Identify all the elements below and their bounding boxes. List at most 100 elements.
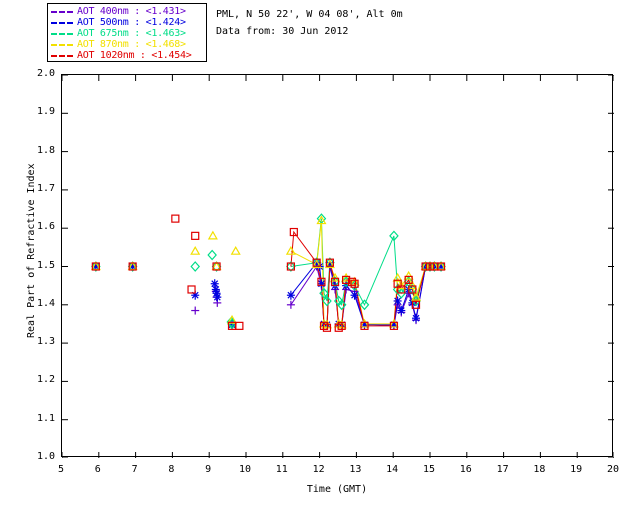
y-tick-label: 1.0 bbox=[36, 451, 55, 462]
data-point-marker bbox=[392, 272, 403, 282]
data-point-marker bbox=[330, 277, 340, 286]
legend-dash-icon bbox=[51, 43, 73, 46]
data-point-marker bbox=[408, 285, 417, 294]
x-tick-label: 16 bbox=[459, 464, 472, 475]
legend-dash-icon bbox=[51, 21, 73, 24]
x-tick-label: 18 bbox=[533, 464, 546, 475]
data-point-marker bbox=[330, 276, 340, 288]
data-point-marker bbox=[396, 280, 407, 290]
y-tick-label: 1.3 bbox=[36, 336, 55, 348]
data-point-marker bbox=[404, 275, 413, 285]
data-point-marker bbox=[213, 292, 222, 302]
data-point-marker bbox=[411, 295, 421, 307]
data-point-marker bbox=[336, 299, 347, 311]
legend-dash-icon bbox=[51, 32, 73, 35]
data-point-marker bbox=[191, 306, 200, 315]
x-tick-label: 7 bbox=[131, 464, 138, 475]
y-tick-label: 1.5 bbox=[36, 259, 55, 271]
data-point-marker bbox=[436, 262, 446, 271]
legend-entry: AOT 500nm : <1.424> bbox=[51, 17, 206, 28]
x-tick-label: 15 bbox=[422, 464, 436, 475]
data-point-marker bbox=[411, 300, 421, 309]
data-point-marker bbox=[388, 318, 399, 328]
data-point-marker bbox=[289, 227, 298, 237]
data-point-marker bbox=[286, 290, 295, 300]
data-point-marker bbox=[359, 318, 370, 328]
y-tick-label: 1.1 bbox=[36, 412, 55, 424]
legend-dash-icon bbox=[51, 10, 73, 13]
data-point-marker bbox=[210, 279, 219, 289]
y-tick-label: 1.6 bbox=[36, 221, 55, 233]
data-point-marker bbox=[286, 300, 295, 309]
data-point-marker bbox=[190, 245, 201, 255]
data-point-marker bbox=[319, 287, 329, 299]
series-markers bbox=[91, 214, 446, 332]
data-point-marker bbox=[349, 280, 360, 292]
data-point-marker bbox=[322, 323, 332, 332]
y-tick-label: 1.7 bbox=[36, 182, 55, 194]
legend-entry: AOT 400nm : <1.431> bbox=[51, 6, 206, 17]
data-point-marker bbox=[341, 272, 352, 282]
legend-dash-icon bbox=[51, 54, 73, 57]
series-markers bbox=[91, 262, 446, 330]
x-tick-label: 5 bbox=[57, 464, 65, 475]
data-point-marker bbox=[127, 261, 138, 272]
axis-ticks bbox=[62, 75, 614, 458]
data-point-marker bbox=[187, 285, 196, 294]
data-point-marker bbox=[207, 249, 217, 261]
x-tick-label: 8 bbox=[168, 464, 175, 475]
legend-label: AOT 870nm : <1.468> bbox=[77, 39, 186, 50]
x-tick-label: 14 bbox=[386, 464, 399, 475]
data-point-marker bbox=[341, 275, 351, 285]
data-point-marker bbox=[389, 321, 399, 330]
x-tick-label: 13 bbox=[349, 464, 362, 475]
x-tick-label: 11 bbox=[275, 464, 288, 475]
data-point-marker bbox=[359, 299, 370, 311]
legend-label: AOT 400nm : <1.431> bbox=[77, 6, 186, 17]
data-point-marker bbox=[412, 313, 421, 323]
data-point-marker bbox=[317, 277, 326, 286]
data-point-marker bbox=[312, 258, 321, 267]
x-tick-label: 12 bbox=[312, 464, 325, 475]
chart-header-annotation: PML, N 50 22', W 04 08', Alt 0m Data fro… bbox=[216, 6, 403, 40]
legend-label: AOT 675nm : <1.463> bbox=[77, 28, 186, 39]
data-point-marker bbox=[317, 279, 326, 289]
data-point-marker bbox=[316, 215, 327, 225]
data-point-marker bbox=[403, 270, 414, 280]
series-markers bbox=[91, 213, 446, 330]
y-tick-label: 1.9 bbox=[36, 106, 55, 118]
data-point-marker bbox=[322, 295, 332, 307]
data-point-marker bbox=[235, 321, 244, 330]
data-point-marker bbox=[350, 290, 359, 300]
header-line-date: Data from: 30 Jun 2012 bbox=[216, 26, 349, 37]
y-axis-title: Real Part of Refractive Index bbox=[26, 162, 37, 338]
data-point-marker bbox=[397, 285, 406, 294]
data-point-marker bbox=[347, 277, 357, 286]
data-point-marker bbox=[360, 321, 369, 330]
data-point-marker bbox=[286, 262, 295, 271]
data-point-marker bbox=[324, 259, 335, 269]
chart-legend: AOT 400nm : <1.431> AOT 500nm : <1.424> AO… bbox=[47, 3, 207, 62]
data-point-marker bbox=[207, 230, 218, 240]
y-tick-label: 1.8 bbox=[36, 144, 55, 156]
data-point-marker bbox=[350, 279, 359, 288]
data-point-marker bbox=[325, 258, 335, 267]
legend-entry: AOT 870nm : <1.468> bbox=[51, 39, 206, 50]
header-line-location: PML, N 50 22', W 04 08', Alt 0m bbox=[216, 9, 403, 20]
y-tick-label: 1.4 bbox=[36, 297, 55, 309]
data-point-marker bbox=[337, 321, 346, 330]
data-point-marker bbox=[212, 262, 221, 271]
data-point-marker bbox=[128, 262, 137, 271]
data-point-marker bbox=[425, 262, 435, 271]
series-line bbox=[290, 218, 399, 306]
data-point-marker bbox=[407, 280, 418, 290]
x-tick-label: 9 bbox=[205, 464, 212, 475]
x-tick-label: 10 bbox=[238, 464, 252, 475]
data-point-marker bbox=[397, 306, 406, 316]
x-tick-label: 17 bbox=[496, 464, 509, 475]
data-point-marker bbox=[396, 287, 407, 299]
legend-entry: AOT 675nm : <1.463> bbox=[51, 28, 206, 39]
data-point-marker bbox=[191, 231, 200, 240]
legend-label: AOT 500nm : <1.424> bbox=[77, 17, 186, 28]
